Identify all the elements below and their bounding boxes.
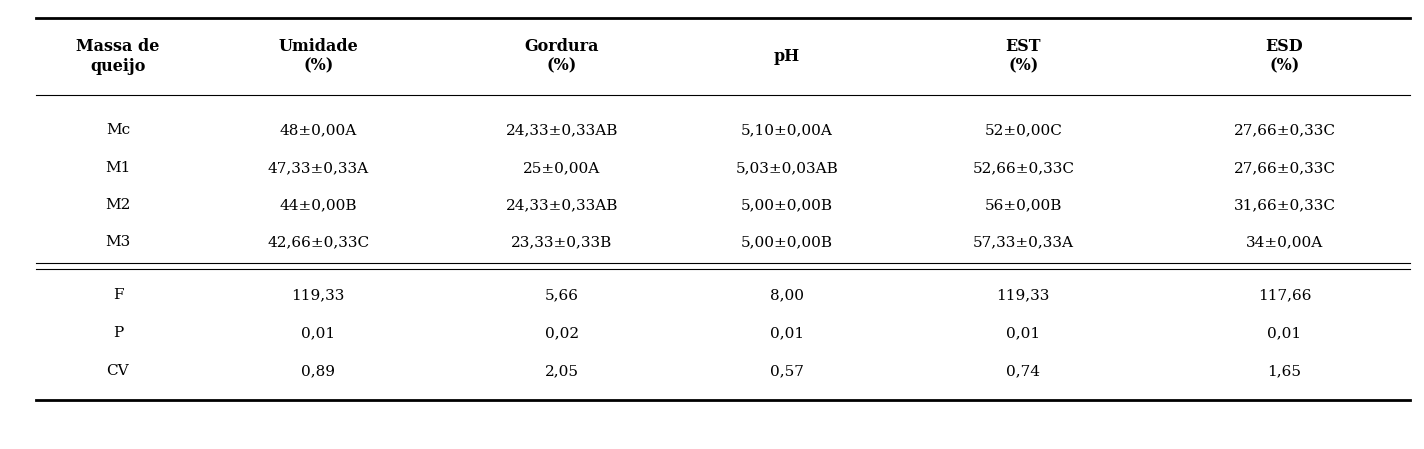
Text: 0,01: 0,01 [770,326,805,340]
Text: 0,02: 0,02 [544,326,578,340]
Text: pH: pH [775,48,800,65]
Text: 0,89: 0,89 [302,364,335,378]
Text: 57,33±0,33A: 57,33±0,33A [973,235,1074,249]
Text: 42,66±0,33C: 42,66±0,33C [268,235,369,249]
Text: 24,33±0,33AB: 24,33±0,33AB [506,123,618,137]
Text: 52±0,00C: 52±0,00C [984,123,1062,137]
Text: 0,01: 0,01 [1267,326,1302,340]
Text: EST
(%): EST (%) [1005,38,1041,75]
Text: 0,01: 0,01 [1007,326,1041,340]
Text: CV: CV [107,364,130,378]
Text: 117,66: 117,66 [1257,288,1312,302]
Text: 2,05: 2,05 [544,364,578,378]
Text: 1,65: 1,65 [1267,364,1302,378]
Text: Gordura
(%): Gordura (%) [524,38,600,75]
Text: ESD
(%): ESD (%) [1266,38,1303,75]
Text: 5,66: 5,66 [544,288,578,302]
Text: 5,00±0,00B: 5,00±0,00B [740,198,833,212]
Text: M1: M1 [105,161,131,175]
Text: 56±0,00B: 56±0,00B [984,198,1062,212]
Text: 0,57: 0,57 [770,364,805,378]
Text: 34±0,00A: 34±0,00A [1246,235,1323,249]
Text: 0,01: 0,01 [302,326,336,340]
Text: 24,33±0,33AB: 24,33±0,33AB [506,198,618,212]
Text: 25±0,00A: 25±0,00A [523,161,601,175]
Text: 0,74: 0,74 [1007,364,1041,378]
Text: 52,66±0,33C: 52,66±0,33C [973,161,1074,175]
Text: 119,33: 119,33 [997,288,1049,302]
Text: M3: M3 [105,235,131,249]
Text: 119,33: 119,33 [292,288,345,302]
Text: 48±0,00A: 48±0,00A [279,123,357,137]
Text: 5,03±0,03AB: 5,03±0,03AB [736,161,839,175]
Text: Massa de
queijo: Massa de queijo [77,38,159,75]
Text: F: F [112,288,122,302]
Text: P: P [112,326,122,340]
Text: 47,33±0,33A: 47,33±0,33A [268,161,369,175]
Text: 8,00: 8,00 [770,288,805,302]
Text: 5,10±0,00A: 5,10±0,00A [740,123,833,137]
Text: 23,33±0,33B: 23,33±0,33B [511,235,612,249]
Text: 27,66±0,33C: 27,66±0,33C [1233,123,1336,137]
Text: 31,66±0,33C: 31,66±0,33C [1233,198,1336,212]
Text: M2: M2 [105,198,131,212]
Text: Umidade
(%): Umidade (%) [279,38,359,75]
Text: Mc: Mc [105,123,130,137]
Text: 27,66±0,33C: 27,66±0,33C [1233,161,1336,175]
Text: 44±0,00B: 44±0,00B [279,198,357,212]
Text: 5,00±0,00B: 5,00±0,00B [740,235,833,249]
